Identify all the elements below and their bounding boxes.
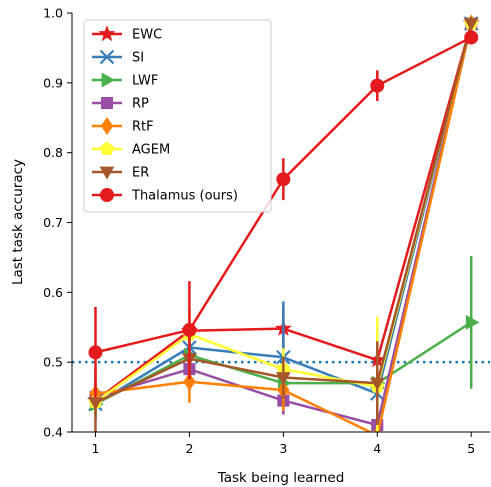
legend-marker [99, 141, 115, 156]
legend-marker [101, 72, 116, 88]
legend-label: ER [132, 166, 149, 181]
y-tick-label: 0.5 [43, 355, 63, 370]
data-point [275, 372, 291, 386]
y-tick-label: 0.8 [43, 145, 63, 160]
y-tick-label: 0.4 [43, 425, 63, 440]
data-point [88, 397, 103, 411]
legend-marker [98, 25, 116, 42]
legend-label: RP [132, 97, 149, 112]
x-tick-label: 1 [92, 441, 100, 456]
legend-item: RtF [92, 116, 154, 136]
legend-item: AGEM [92, 141, 170, 158]
legend-label: EWC [132, 28, 162, 43]
plot-area [72, 14, 490, 432]
data-point [182, 323, 197, 338]
legend-label: RtF [132, 120, 154, 135]
legend-label: AGEM [132, 143, 170, 158]
x-marker-stroke [99, 49, 115, 65]
y-axis-label: Last task accuracy [10, 159, 26, 285]
series-7 [88, 30, 479, 398]
legend-label: Thalamus (ours) [131, 189, 238, 204]
y-tick-label: 0.7 [43, 215, 63, 230]
data-point [370, 78, 385, 93]
legend-item: Thalamus (ours) [92, 188, 238, 204]
legend-item: RP [92, 97, 149, 112]
legend-marker [99, 49, 115, 65]
legend-marker [100, 188, 114, 202]
legend-marker [99, 166, 115, 180]
data-point [464, 30, 479, 45]
legend-item: EWC [92, 25, 162, 43]
y-tick-label: 0.6 [43, 285, 63, 300]
legend-marker [100, 116, 114, 136]
legend-label: SI [132, 51, 144, 66]
legend: EWC SI LWF RP RtF AGEM ER Thalamus (ours) [83, 19, 272, 213]
x-axis-label: Task being learned [217, 470, 345, 486]
data-point [88, 345, 103, 360]
x-tick-label: 4 [373, 441, 381, 456]
legend-item: ER [92, 166, 149, 181]
data-point [465, 315, 480, 330]
legend-label: LWF [132, 74, 158, 89]
legend-marker [100, 96, 114, 110]
data-point [463, 18, 479, 31]
axes: 1 2 3 4 5 0.4 0.5 0.6 0.7 0.8 0.9 1.0 [43, 6, 490, 456]
legend-item: LWF [92, 72, 158, 89]
x-tick-label: 5 [467, 441, 475, 456]
legend-box [83, 19, 272, 213]
data-point [183, 372, 196, 391]
data-point [369, 377, 385, 391]
x-tick-label: 2 [185, 441, 193, 456]
legend-item: SI [92, 49, 144, 66]
data-point [276, 172, 291, 187]
y-tick-label: 1.0 [43, 6, 63, 21]
x-tick-label: 3 [279, 441, 287, 456]
y-tick-label: 0.9 [43, 75, 63, 90]
